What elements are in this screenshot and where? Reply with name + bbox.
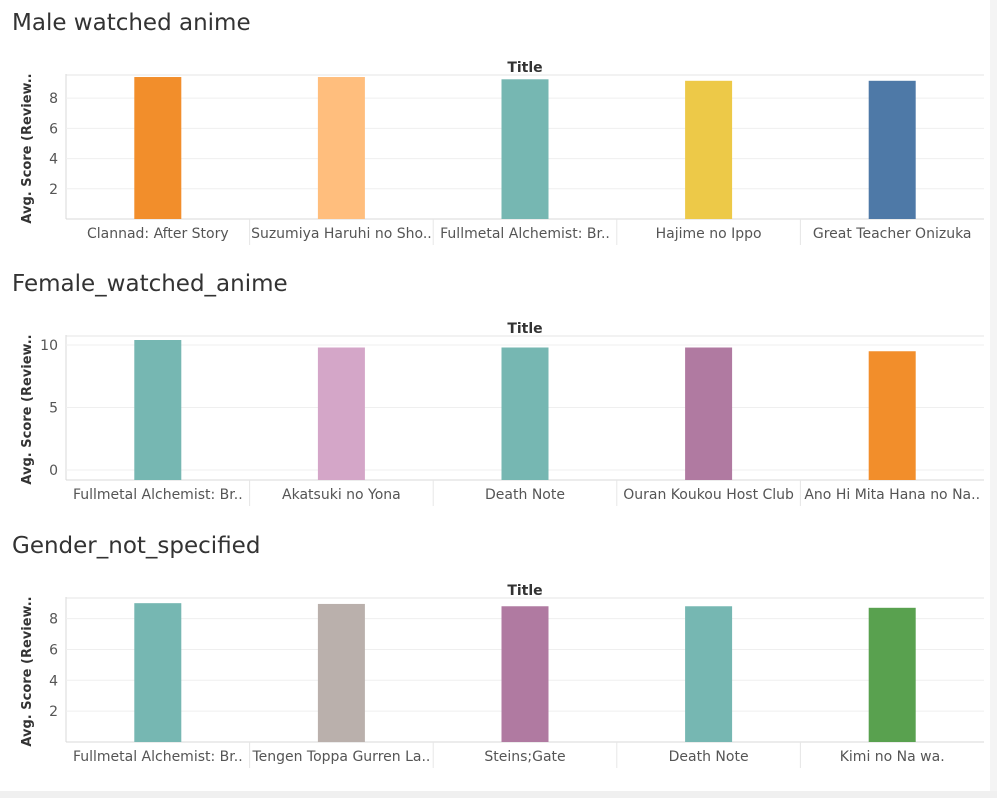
y-axis-label: Avg. Score (Review.. [20,596,35,746]
bar[interactable] [501,347,549,481]
bar[interactable] [868,607,916,742]
category-label: Kimi no Na wa. [840,749,945,765]
y-tick-label: 10 [40,338,58,354]
chart-panel-male: Male watched anime Title Avg. Score (Revi… [0,0,997,262]
bar-chart-male: Title Avg. Score (Review.. 2 4 6 8 Clannad: Af… [20,60,984,245]
y-tick-label: 4 [49,673,58,689]
bar[interactable] [685,80,733,219]
y-tick-label: 8 [49,91,58,107]
bar[interactable] [685,606,733,742]
category-label: Fullmetal Alchemist: Br.. [73,487,243,503]
category-label: Ouran Koukou Host Club [623,487,794,503]
bar[interactable] [317,77,365,219]
category-label: Death Note [669,749,749,765]
y-tick-label: 0 [49,463,58,479]
chart-panel-female: Female_watched_anime Title Avg. Score (Re… [0,261,997,523]
y-axis-label: Avg. Score (Review.. [20,73,35,223]
x-axis-title: Title [507,583,542,599]
category-label: Suzumiya Haruhi no Sho.. [251,226,432,242]
x-axis-title: Title [507,321,542,337]
category-label: Great Teacher Onizuka [813,226,972,242]
chart-title-male: Male watched anime [12,10,251,36]
bar[interactable] [134,340,182,480]
category-label: Ano Hi Mita Hana no Na.. [804,487,980,503]
y-tick-label: 6 [49,642,58,658]
category-label: Fullmetal Alchemist: Br.. [73,749,243,765]
category-label: Clannad: After Story [87,226,229,242]
category-label: Akatsuki no Yona [282,487,401,503]
category-label: Fullmetal Alchemist: Br.. [440,226,610,242]
y-tick-label: 4 [49,152,58,168]
bar[interactable] [685,347,733,481]
bar[interactable] [501,606,549,742]
bar[interactable] [317,603,365,742]
bar[interactable] [134,603,182,742]
chart-title-gender-not-specified: Gender_not_specified [12,533,261,559]
bar[interactable] [317,347,365,481]
y-tick-label: 8 [49,612,58,628]
bar[interactable] [134,77,182,219]
x-axis-title: Title [507,60,542,76]
category-label: Steins;Gate [484,749,565,765]
category-label: Death Note [485,487,565,503]
category-label: Tengen Toppa Gurren La.. [251,749,430,765]
y-tick-label: 6 [49,121,58,137]
y-tick-label: 2 [49,182,58,198]
bar-chart-female: Title Avg. Score (Review.. 0 5 10 Fullmetal A… [20,321,984,506]
bar[interactable] [868,80,916,219]
y-tick-label: 2 [49,704,58,720]
chart-title-female: Female_watched_anime [12,271,288,297]
chart-panel-gender-not-specified: Gender_not_specified Title Avg. Score (Re… [0,523,997,785]
bar[interactable] [501,79,549,219]
y-axis-label: Avg. Score (Review.. [20,334,35,484]
bottom-divider [0,791,997,798]
bar[interactable] [868,351,916,480]
scroll-gutter [990,0,997,791]
category-label: Hajime no Ippo [656,226,762,242]
bar-chart-gender-not-specified: Title Avg. Score (Review.. 2 4 6 8 Fullmetal A… [20,583,984,768]
y-tick-label: 5 [49,401,58,417]
